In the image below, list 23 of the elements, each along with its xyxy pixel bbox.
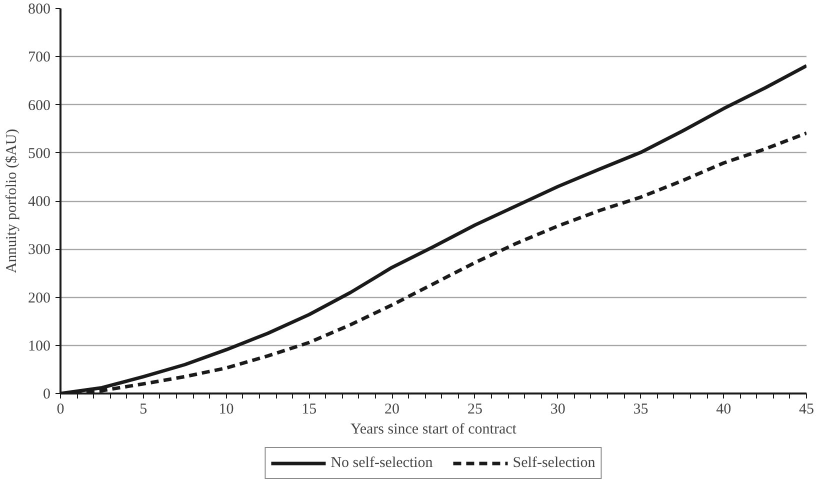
y-tick-label: 600 (28, 98, 50, 114)
x-tick-label: 25 (467, 402, 482, 418)
x-tick-label: 40 (716, 402, 732, 418)
legend-label: Self-selection (512, 454, 596, 472)
y-axis-title: Annuity porfolio ($AU) (4, 128, 20, 274)
y-tick-label: 800 (28, 2, 50, 18)
x-tick-label: 45 (799, 402, 814, 418)
y-tick-label: 0 (43, 386, 50, 402)
x-tick-label: 30 (550, 402, 566, 418)
x-tick-label: 10 (218, 402, 234, 418)
x-tick-label: 35 (633, 402, 648, 418)
y-tick-label: 700 (28, 50, 50, 66)
y-tick-label: 100 (28, 338, 50, 354)
y-tick-label: 300 (28, 242, 50, 258)
y-tick-label: 400 (28, 194, 50, 210)
x-tick-label: 0 (56, 402, 64, 418)
legend-label: No self-selection (330, 454, 433, 472)
x-axis-title: Years since start of contract (350, 422, 518, 438)
x-tick-label: 5 (140, 402, 148, 418)
y-tick-label: 500 (28, 146, 50, 162)
x-tick-label: 20 (384, 402, 400, 418)
y-tick-label: 200 (28, 290, 50, 306)
x-tick-label: 15 (302, 402, 317, 418)
